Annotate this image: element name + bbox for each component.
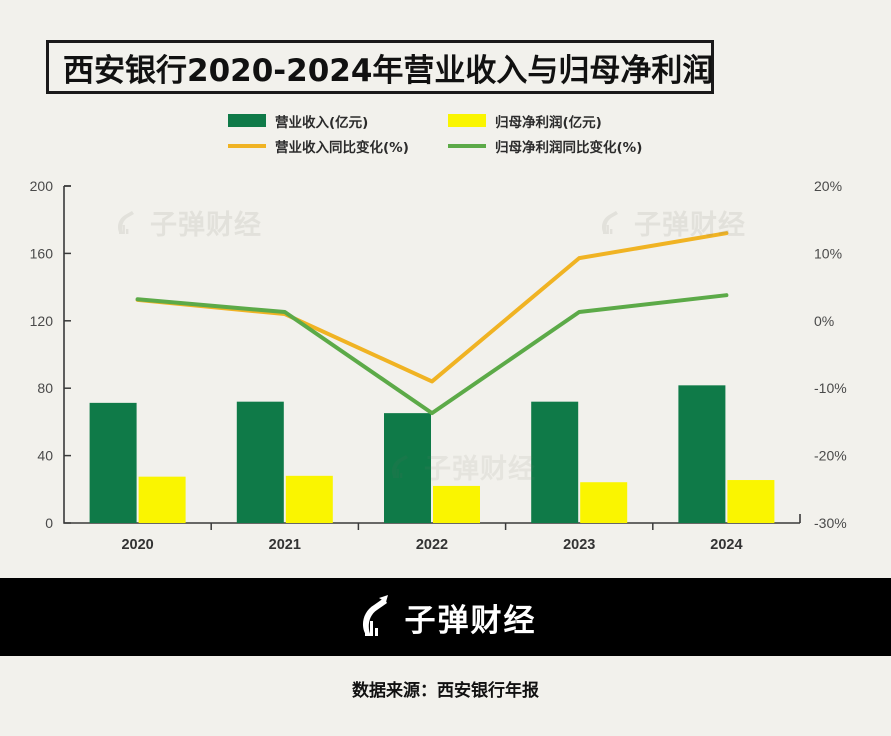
y2-axis-tick-label: 0% [814, 313, 834, 329]
chart-bar [236, 401, 284, 523]
legend-swatch-net-profit [448, 114, 486, 127]
chart-bar [138, 476, 186, 523]
legend-row-2: 营业收入同比变化(%) 归母净利润同比变化(%) [228, 133, 668, 158]
chart-bar [580, 482, 628, 523]
y-axis-tick-label: 200 [30, 178, 54, 194]
chart-bar [433, 485, 480, 523]
y2-axis-tick-label: -10% [814, 380, 847, 396]
page-title: 西安银行2020-2024年营业收入与归母净利润 [63, 52, 714, 89]
legend-label-revenue-yoy: 营业收入同比变化(%) [275, 139, 409, 156]
brand-mark-footer-icon [355, 594, 395, 640]
chart-bar [285, 475, 333, 523]
chart-bar [727, 480, 775, 523]
x-axis-tick-label: 2021 [269, 537, 301, 553]
chart-plot-area: 0 40 80 120 160 200 -30% -20% -10% 0% 10% 20% 2020 20… [30, 178, 847, 553]
y-axis-tick-label: 40 [37, 448, 53, 464]
y-axis-tick-label: 160 [30, 245, 54, 261]
y2-axis-tick-label: 10% [814, 245, 842, 261]
legend-swatch-revenue [228, 114, 266, 127]
legend-label-net-profit-yoy: 归母净利润同比变化(%) [495, 139, 643, 156]
x-axis-tick-label: 2023 [563, 537, 595, 553]
y2-axis-tick-label: 20% [814, 178, 842, 194]
chart-bar [531, 401, 579, 523]
y-axis-tick-label: 0 [45, 515, 53, 531]
chart-bar [89, 402, 137, 523]
brand-logo: 子弹财经 [355, 594, 537, 640]
legend-label-net-profit: 归母净利润(亿元) [495, 114, 602, 131]
chart-svg: 0 40 80 120 160 200 -30% -20% -10% 0% 10% 20% 2020 20… [30, 178, 847, 553]
legend-item-revenue: 营业收入(亿元) [228, 108, 448, 133]
y2-axis-tick-label: -20% [814, 448, 847, 464]
y-axis-tick-label: 120 [30, 313, 54, 329]
x-axis-tick-label: 2024 [710, 537, 742, 553]
x-axis-tick-label: 2022 [416, 537, 448, 553]
y-axis-tick-label: 80 [37, 380, 53, 396]
chart-legend: 营业收入(亿元) 归母净利润(亿元) 营业收入同比变化(%) 归母净利润同比变化… [228, 108, 668, 158]
legend-label-revenue: 营业收入(亿元) [275, 114, 369, 131]
legend-swatch-net-profit-yoy [448, 143, 486, 148]
brand-footer-band: 子弹财经 [0, 578, 891, 656]
brand-name: 子弹财经 [404, 602, 537, 639]
chart-bar [384, 413, 431, 523]
chart-title-box: 西安银行2020-2024年营业收入与归母净利润 [46, 40, 714, 94]
chart-line [135, 293, 729, 416]
legend-item-net-profit-yoy: 归母净利润同比变化(%) [448, 133, 668, 158]
y2-axis-tick-label: -30% [814, 515, 847, 531]
legend-item-revenue-yoy: 营业收入同比变化(%) [228, 133, 448, 158]
chart-bar [678, 385, 726, 523]
source-note: 数据来源：西安银行年报 [352, 681, 539, 701]
legend-swatch-revenue-yoy [228, 143, 266, 148]
x-axis-tick-label: 2020 [121, 537, 153, 553]
legend-item-net-profit: 归母净利润(亿元) [448, 108, 668, 133]
legend-row-1: 营业收入(亿元) 归母净利润(亿元) [228, 108, 668, 133]
